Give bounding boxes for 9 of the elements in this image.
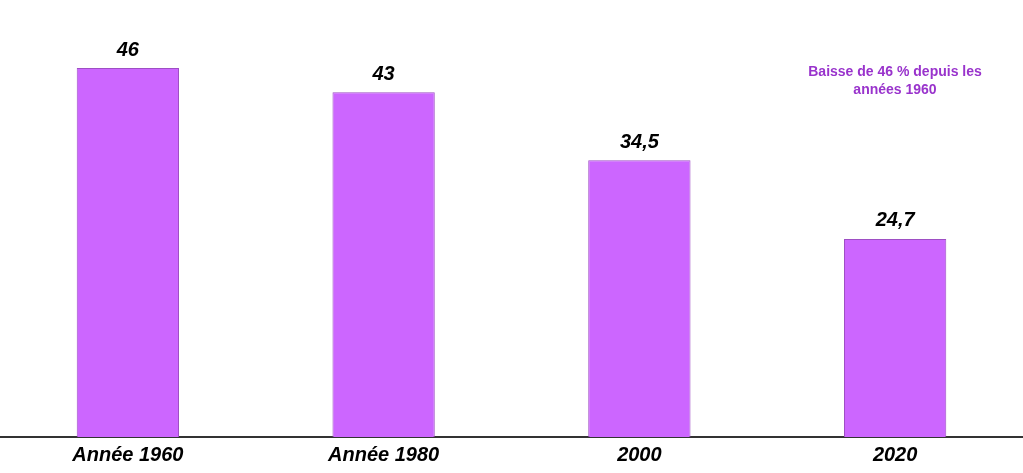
data-label: 46 [115, 37, 140, 60]
x-tick-label: 2020 [871, 442, 918, 465]
annotation: Baisse de 46 % depuis les années 1960 [807, 62, 983, 98]
x-tick-label: Année 1960 [71, 442, 184, 465]
data-label: 34,5 [619, 129, 660, 152]
x-tick-label: Année 1980 [327, 442, 440, 465]
x-tick-label: 2000 [616, 442, 662, 465]
data-label: 24,7 [874, 208, 916, 231]
data-label: 43 [371, 61, 395, 84]
